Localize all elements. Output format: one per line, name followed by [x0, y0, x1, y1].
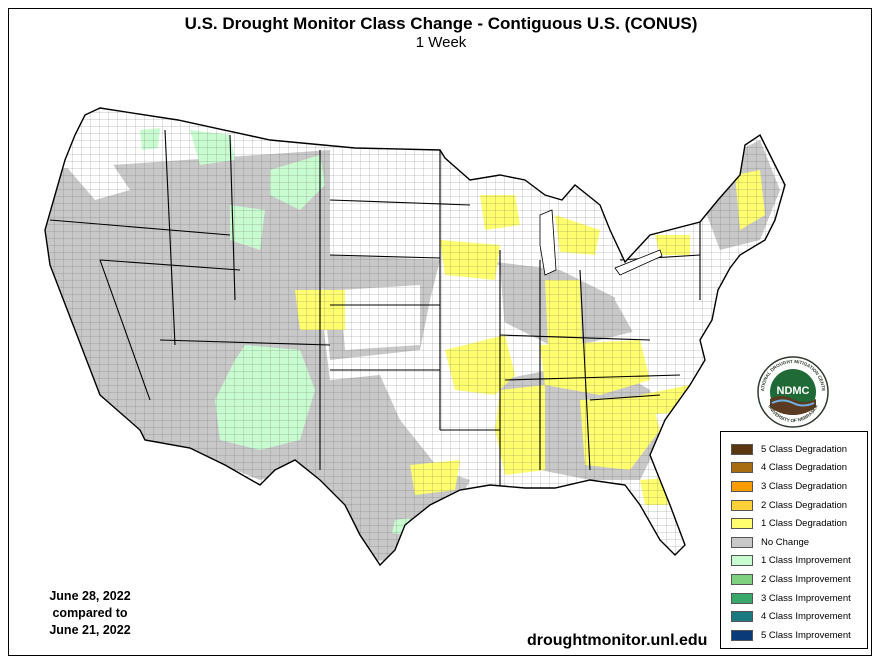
legend-swatch: [731, 573, 753, 585]
date-compared-label: compared to: [52, 606, 128, 620]
legend-label: No Change: [761, 536, 810, 548]
legend-swatch: [731, 555, 753, 567]
legend-item: 2 Class Improvement: [731, 570, 867, 589]
legend-label: 5 Class Degradation: [761, 443, 848, 455]
legend-swatch: [731, 592, 753, 604]
great-lakes: [539, 209, 663, 276]
legend-label: 1 Class Improvement: [761, 555, 851, 567]
legend-swatch: [731, 443, 753, 455]
ndmc-logo: NDMC NATIONAL DROUGHT MITIGATION CENTER …: [756, 355, 829, 428]
legend-label: 4 Class Degradation: [761, 462, 848, 474]
logo-text: NDMC: [777, 385, 810, 397]
legend-item: 5 Class Improvement: [731, 626, 867, 645]
map-title: U.S. Drought Monitor Class Change - Cont…: [184, 14, 698, 33]
legend-swatch: [731, 518, 753, 530]
legend-item: 3 Class Improvement: [731, 589, 867, 608]
legend-label: 4 Class Improvement: [761, 611, 851, 623]
legend-swatch: [731, 611, 753, 623]
legend-label: 3 Class Degradation: [761, 480, 848, 492]
legend-item: 4 Class Degradation: [731, 459, 867, 478]
state-borders: [49, 129, 701, 490]
date-previous: June 21, 2022: [49, 623, 131, 637]
legend-label: 2 Class Degradation: [761, 499, 848, 511]
legend-item: 5 Class Degradation: [731, 440, 867, 459]
legend-label: 5 Class Improvement: [761, 629, 851, 641]
legend-swatch: [731, 629, 753, 641]
legend-item: 1 Class Improvement: [731, 552, 867, 571]
legend-swatch: [731, 536, 753, 548]
map-subtitle: 1 Week: [415, 34, 467, 51]
legend-label: 1 Class Degradation: [761, 518, 848, 530]
lake-michigan: [539, 209, 557, 276]
date-block: June 28, 2022 compared to June 21, 2022: [30, 588, 150, 639]
date-current: June 28, 2022: [49, 589, 131, 603]
legend-item: 3 Class Degradation: [731, 477, 867, 496]
legend-swatch: [731, 462, 753, 474]
lake-erie: [614, 249, 663, 276]
legend-swatch: [731, 480, 753, 492]
legend: 5 Class Degradation 4 Class Degradation 3 …: [720, 431, 868, 649]
legend-label: 2 Class Improvement: [761, 573, 851, 585]
source-url: droughtmonitor.unl.edu: [527, 632, 708, 649]
legend-item: No Change: [731, 533, 867, 552]
legend-item: 2 Class Degradation: [731, 496, 867, 515]
legend-item: 4 Class Improvement: [731, 607, 867, 626]
legend-swatch: [731, 499, 753, 511]
legend-label: 3 Class Improvement: [761, 592, 851, 604]
legend-item: 1 Class Degradation: [731, 514, 867, 533]
